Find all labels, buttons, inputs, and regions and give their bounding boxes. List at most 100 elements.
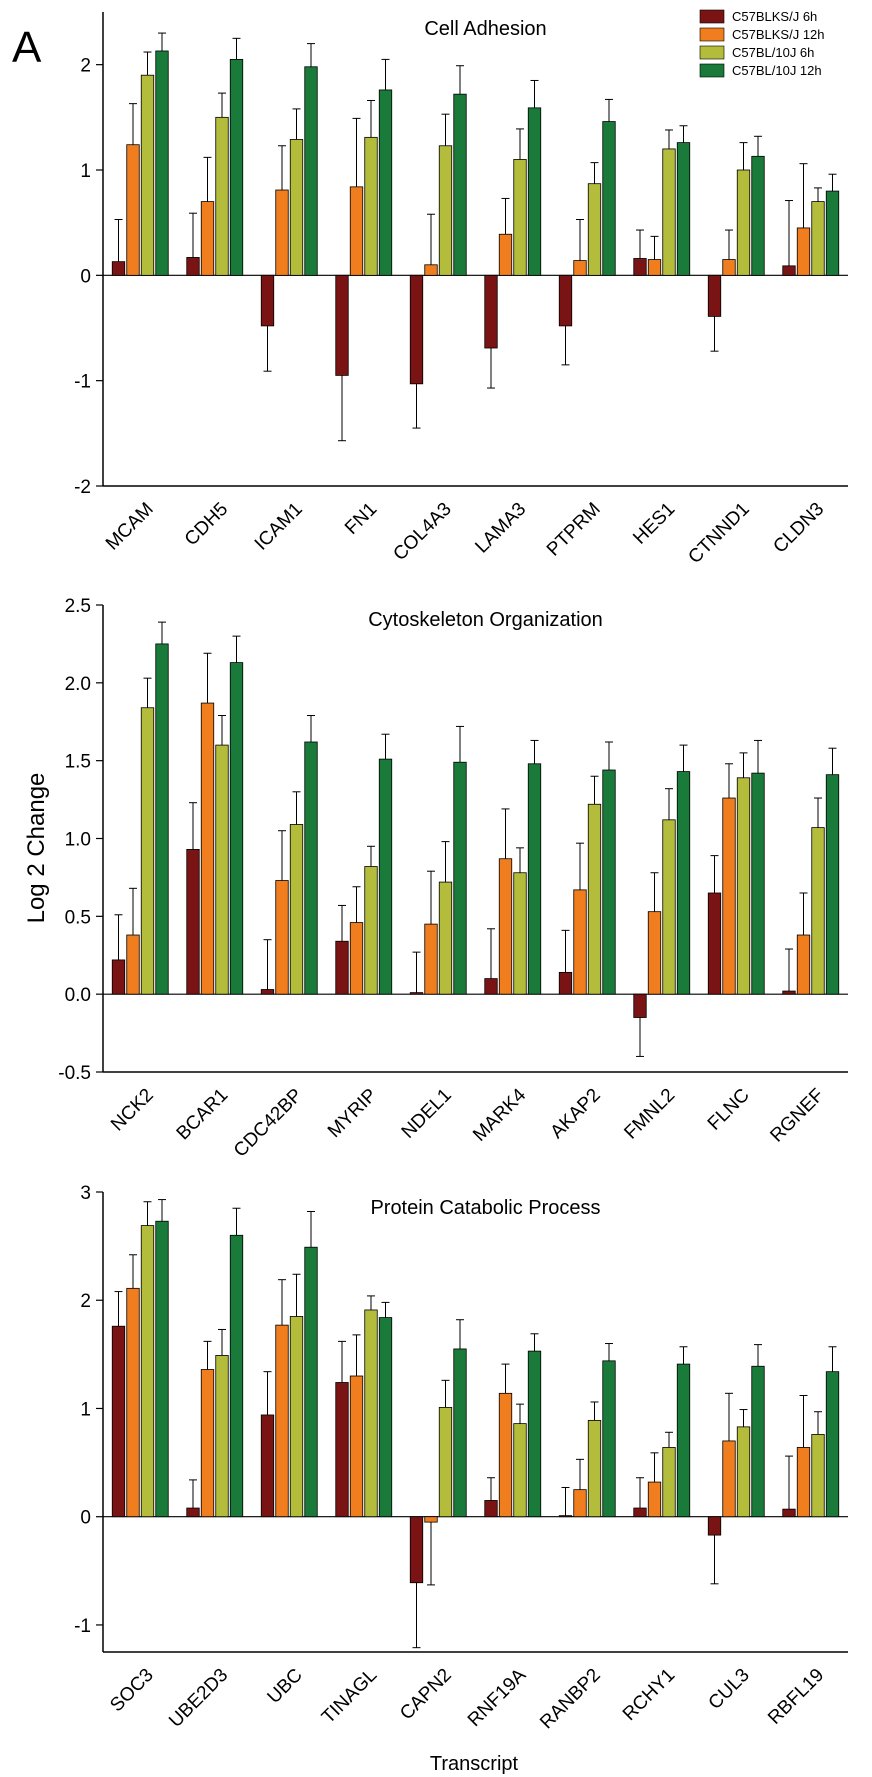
bar-myrip-c57bl-10j-6h xyxy=(364,866,378,995)
bar-myrip-c57blks-j-12h xyxy=(349,922,364,995)
bar-rnf19a-c57bl-10j-6h xyxy=(513,1423,527,1518)
bar-tinagl-c57bl-10j-6h xyxy=(364,1309,378,1518)
bar-tinagl-c57bl-10j-12h xyxy=(378,1317,393,1518)
category-label-col4a3: COL4A3 xyxy=(389,499,455,565)
legend-swatch-c57blks-j-6h xyxy=(699,9,725,24)
bar-ptprm-c57bl-10j-6h xyxy=(587,183,602,276)
y-tick-label: 0 xyxy=(80,1508,91,1529)
bar-ranbp2-c57blks-j-6h xyxy=(558,1515,573,1518)
y-tick-label: 2.0 xyxy=(65,674,91,695)
y-axis-label: Log 2 Change xyxy=(23,773,50,924)
bar-cdc42bp-c57bl-10j-12h xyxy=(304,741,318,995)
category-label-tinagl: TINAGL xyxy=(318,1665,381,1728)
bar-soc3-c57bl-10j-12h xyxy=(155,1220,169,1518)
bar-cul3-c57bl-10j-6h xyxy=(736,1426,751,1518)
bar-tinagl-c57blks-j-12h xyxy=(349,1375,364,1518)
bar-ptprm-c57bl-10j-12h xyxy=(602,121,616,276)
category-label-flnc: FLNC xyxy=(704,1085,754,1135)
bar-lama3-c57bl-10j-6h xyxy=(513,159,527,276)
bar-cldn3-c57bl-10j-12h xyxy=(825,190,840,276)
bar-ctnnd1-c57blks-j-12h xyxy=(722,259,736,276)
bar-col4a3-c57blks-j-6h xyxy=(409,274,424,385)
bar-col4a3-c57bl-10j-6h xyxy=(438,145,453,276)
bar-rchy1-c57bl-10j-12h xyxy=(676,1363,691,1518)
bar-ube2d3-c57bl-10j-6h xyxy=(215,1355,229,1518)
category-label-fn1: FN1 xyxy=(341,499,381,539)
bar-capn2-c57bl-10j-12h xyxy=(453,1348,467,1518)
legend-label-c57bl-10j-12h: C57BL/10J 12h xyxy=(732,63,822,78)
category-label-ranbp2: RANBP2 xyxy=(536,1665,605,1734)
bar-mark4-c57blks-j-6h xyxy=(484,978,498,995)
category-label-hes1: HES1 xyxy=(629,499,679,549)
bar-cul3-c57blks-j-6h xyxy=(707,1516,722,1536)
bar-bcar1-c57blks-j-6h xyxy=(186,848,200,995)
bar-capn2-c57blks-j-6h xyxy=(409,1516,424,1584)
y-tick-label: 2 xyxy=(80,1291,91,1312)
bar-rchy1-c57bl-10j-6h xyxy=(662,1447,676,1518)
bar-icam1-c57bl-10j-6h xyxy=(289,139,304,276)
bar-ube2d3-c57bl-10j-12h xyxy=(229,1234,244,1518)
bar-nck2-c57blks-j-12h xyxy=(126,934,140,995)
bar-soc3-c57blks-j-6h xyxy=(111,1325,126,1518)
category-label-bcar1: BCAR1 xyxy=(173,1085,233,1145)
y-tick-label: 0.0 xyxy=(65,985,91,1006)
bar-cdh5-c57blks-j-6h xyxy=(186,257,200,276)
chart-title: Cytoskeleton Organization xyxy=(368,609,603,631)
legend-swatch-c57bl-10j-12h xyxy=(699,63,725,78)
category-label-icam1: ICAM1 xyxy=(251,499,307,555)
bar-bcar1-c57blks-j-12h xyxy=(200,702,215,995)
category-label-capn2: CAPN2 xyxy=(396,1665,456,1725)
bar-cdh5-c57bl-10j-12h xyxy=(229,59,244,276)
chart-protein-catabolic-process: Protein Catabolic Process -1 0 1 2 3 SOC3 UBE2D… xyxy=(74,1183,848,1733)
bar-ndel1-c57blks-j-6h xyxy=(409,992,424,995)
bar-mark4-c57blks-j-12h xyxy=(498,858,513,995)
bar-rbfl19-c57bl-10j-6h xyxy=(811,1434,825,1518)
category-label-myrip: MYRIP xyxy=(324,1085,381,1142)
category-label-ube2d3: UBE2D3 xyxy=(165,1665,232,1732)
bar-myrip-c57bl-10j-12h xyxy=(378,758,393,995)
bar-cdc42bp-c57blks-j-12h xyxy=(275,880,289,995)
bar-nck2-c57bl-10j-12h xyxy=(155,643,169,995)
bar-cdh5-c57blks-j-12h xyxy=(200,201,215,276)
bar-mcam-c57bl-10j-6h xyxy=(140,74,155,276)
bar-cdh5-c57bl-10j-6h xyxy=(215,116,229,276)
bar-ube2d3-c57blks-j-12h xyxy=(200,1369,215,1518)
bar-cldn3-c57blks-j-6h xyxy=(782,265,796,276)
category-label-cdc42bp: CDC42BP xyxy=(230,1085,307,1162)
bar-capn2-c57blks-j-12h xyxy=(424,1516,438,1523)
bar-rchy1-c57blks-j-12h xyxy=(647,1481,662,1518)
y-tick-label: 1 xyxy=(80,1399,91,1420)
bar-flnc-c57bl-10j-6h xyxy=(736,777,751,995)
bar-hes1-c57blks-j-12h xyxy=(647,259,662,276)
legend-swatch-c57bl-10j-6h xyxy=(699,45,725,60)
x-axis-label: Transcript xyxy=(430,1753,519,1775)
bar-lama3-c57blks-j-12h xyxy=(498,233,513,276)
category-label-ndel1: NDEL1 xyxy=(398,1085,456,1143)
bar-rgnef-c57blks-j-12h xyxy=(796,934,811,995)
bar-lama3-c57blks-j-6h xyxy=(484,274,498,349)
bar-akap2-c57bl-10j-6h xyxy=(587,803,602,995)
category-label-lama3: LAMA3 xyxy=(471,499,530,558)
bar-hes1-c57blks-j-6h xyxy=(633,258,647,276)
chart-cell-adhesion: Cell Adhesion -2 -1 0 1 2 MCAM CDH5 ICAM1 FN1 COL4… xyxy=(74,12,848,568)
bar-capn2-c57bl-10j-6h xyxy=(438,1406,453,1518)
legend-swatch-c57blks-j-12h xyxy=(699,27,725,42)
bar-ndel1-c57blks-j-12h xyxy=(424,923,438,995)
bar-rgnef-c57blks-j-6h xyxy=(782,990,796,995)
category-label-soc3: SOC3 xyxy=(106,1665,157,1716)
y-tick-label: 1.5 xyxy=(65,752,91,773)
bar-soc3-c57bl-10j-6h xyxy=(140,1225,155,1518)
bar-akap2-c57bl-10j-12h xyxy=(602,769,616,995)
bar-ctnnd1-c57bl-10j-6h xyxy=(736,169,751,276)
y-tick-label: -1 xyxy=(74,1616,91,1637)
bar-mcam-c57bl-10j-12h xyxy=(155,50,169,276)
y-tick-label: 2 xyxy=(80,56,91,77)
bar-ptprm-c57blks-j-6h xyxy=(558,274,573,327)
category-label-akap2: AKAP2 xyxy=(547,1085,605,1143)
bar-ranbp2-c57bl-10j-6h xyxy=(587,1419,602,1518)
bar-ubc-c57blks-j-6h xyxy=(260,1414,275,1518)
bar-cul3-c57blks-j-12h xyxy=(722,1440,736,1518)
bar-ndel1-c57bl-10j-6h xyxy=(438,881,453,995)
category-label-fmnl2: FMNL2 xyxy=(620,1085,679,1144)
